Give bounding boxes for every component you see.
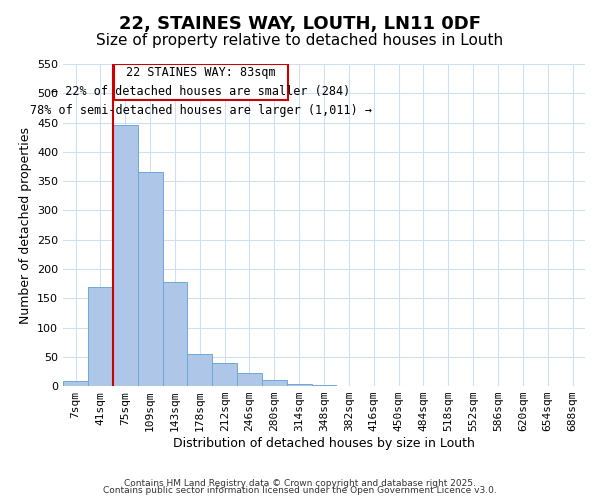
Text: 22 STAINES WAY: 83sqm
← 22% of detached houses are smaller (284)
78% of semi-det: 22 STAINES WAY: 83sqm ← 22% of detached … xyxy=(30,66,372,118)
Bar xyxy=(212,362,237,386)
Bar xyxy=(187,354,212,386)
Bar xyxy=(163,282,187,386)
X-axis label: Distribution of detached houses by size in Louth: Distribution of detached houses by size … xyxy=(173,437,475,450)
Bar xyxy=(114,64,288,100)
Bar xyxy=(88,286,113,386)
Text: Size of property relative to detached houses in Louth: Size of property relative to detached ho… xyxy=(97,32,503,48)
Bar xyxy=(237,373,262,386)
Text: 22, STAINES WAY, LOUTH, LN11 0DF: 22, STAINES WAY, LOUTH, LN11 0DF xyxy=(119,15,481,33)
Bar xyxy=(113,126,137,386)
Bar xyxy=(287,384,311,386)
Y-axis label: Number of detached properties: Number of detached properties xyxy=(19,126,32,324)
Bar xyxy=(262,380,287,386)
Text: Contains public sector information licensed under the Open Government Licence v3: Contains public sector information licen… xyxy=(103,486,497,495)
Text: Contains HM Land Registry data © Crown copyright and database right 2025.: Contains HM Land Registry data © Crown c… xyxy=(124,478,476,488)
Bar xyxy=(63,382,88,386)
Bar xyxy=(137,172,163,386)
